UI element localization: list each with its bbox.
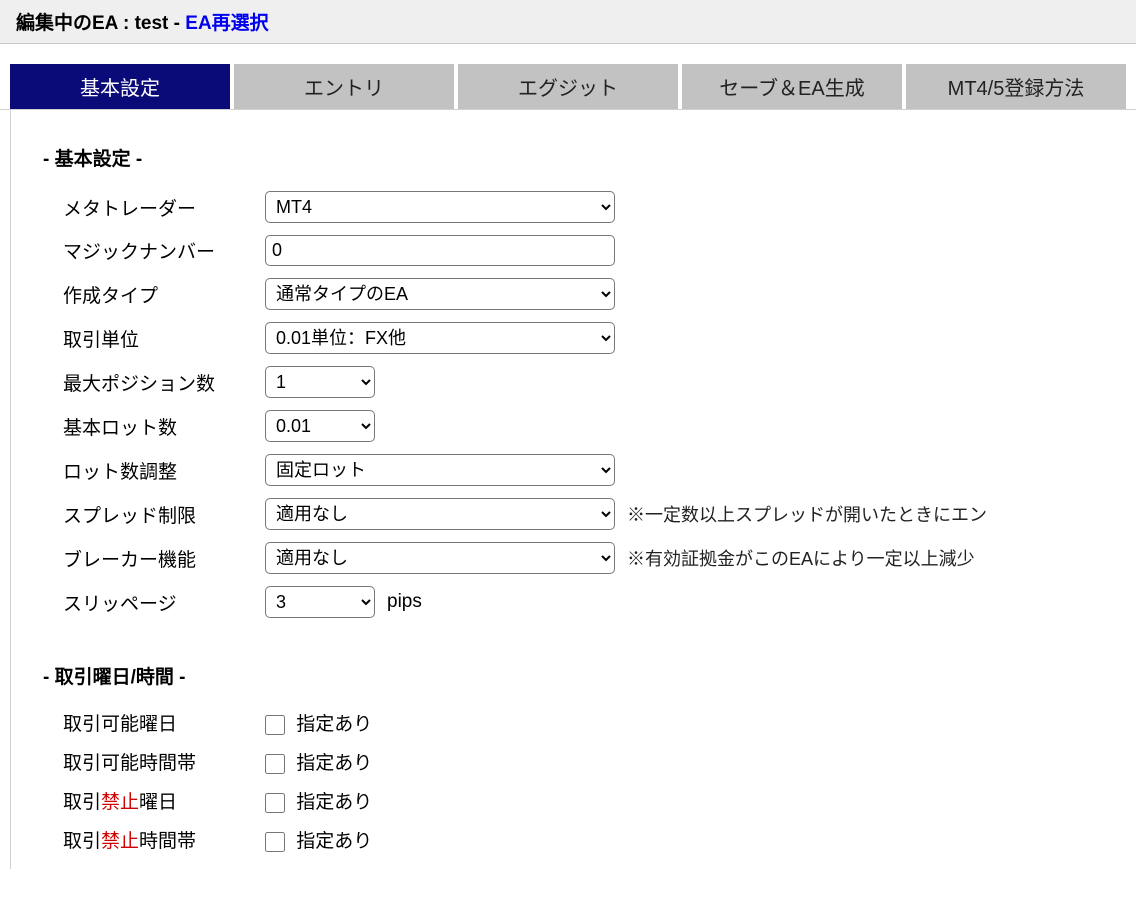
- row-magic-number: マジックナンバー: [21, 229, 1126, 272]
- row-metatrader: メタトレーダー MT4: [21, 185, 1126, 229]
- row-forbid-hours: 取引禁止時間帯 指定あり: [21, 820, 1126, 859]
- label-max-positions: 最大ポジション数: [63, 369, 253, 396]
- header-ea-name: test: [135, 13, 169, 34]
- input-magic-number[interactable]: [265, 235, 615, 266]
- row-trade-unit: 取引単位 0.01単位：FX他: [21, 316, 1126, 360]
- label-forbid-hours: 取引禁止時間帯: [63, 826, 253, 853]
- select-base-lot[interactable]: 0.01: [265, 410, 375, 442]
- select-create-type[interactable]: 通常タイプのEA: [265, 278, 615, 310]
- row-allow-days: 取引可能曜日 指定あり: [21, 703, 1126, 742]
- tab-mt-register[interactable]: MT4/5登録方法: [906, 64, 1126, 109]
- header-bar: 編集中のEA : test - EA再選択: [0, 0, 1136, 44]
- row-spread-limit: スプレッド制限 適用なし ※一定数以上スプレッドが開いたときにエン: [21, 492, 1126, 536]
- checkbox-label-allow-days: 指定あり: [296, 714, 372, 735]
- checkbox-label-forbid-hours: 指定あり: [296, 831, 372, 852]
- checkbox-wrap-allow-hours[interactable]: 指定あり: [265, 748, 372, 775]
- checkbox-label-forbid-days: 指定あり: [296, 792, 372, 813]
- row-forbid-days: 取引禁止曜日 指定あり: [21, 781, 1126, 820]
- label-forbid-days: 取引禁止曜日: [63, 787, 253, 814]
- checkbox-wrap-forbid-days[interactable]: 指定あり: [265, 787, 372, 814]
- section-basic-title: - 基本設定 -: [21, 140, 1126, 185]
- label-magic-number: マジックナンバー: [63, 237, 253, 264]
- ea-reselect-link[interactable]: EA再選択: [185, 13, 268, 34]
- row-max-positions: 最大ポジション数 1: [21, 360, 1126, 404]
- section-schedule-title: - 取引曜日/時間 -: [21, 658, 1126, 703]
- hint-spread-limit: ※一定数以上スプレッドが開いたときにエン: [627, 501, 987, 527]
- row-allow-hours: 取引可能時間帯 指定あり: [21, 742, 1126, 781]
- tab-basic-settings[interactable]: 基本設定: [10, 64, 230, 109]
- select-lot-adjust[interactable]: 固定ロット: [265, 454, 615, 486]
- select-metatrader[interactable]: MT4: [265, 191, 615, 223]
- header-separator: -: [168, 13, 185, 34]
- select-spread-limit[interactable]: 適用なし: [265, 498, 615, 530]
- label-base-lot: 基本ロット数: [63, 413, 253, 440]
- label-lot-adjust: ロット数調整: [63, 457, 253, 484]
- row-slippage: スリッページ 3 pips: [21, 580, 1126, 624]
- tab-save-generate[interactable]: セーブ＆EA生成: [682, 64, 902, 109]
- label-allow-days: 取引可能曜日: [63, 709, 253, 736]
- checkbox-allow-hours[interactable]: [265, 754, 285, 774]
- checkbox-forbid-hours[interactable]: [265, 832, 285, 852]
- select-slippage[interactable]: 3: [265, 586, 375, 618]
- select-breaker[interactable]: 適用なし: [265, 542, 615, 574]
- checkbox-allow-days[interactable]: [265, 715, 285, 735]
- hint-breaker: ※有効証拠金がこのEAにより一定以上減少: [627, 545, 975, 571]
- label-slippage: スリッページ: [63, 589, 253, 616]
- row-breaker: ブレーカー機能 適用なし ※有効証拠金がこのEAにより一定以上減少: [21, 536, 1126, 580]
- tab-exit[interactable]: エグジット: [458, 64, 678, 109]
- label-trade-unit: 取引単位: [63, 325, 253, 352]
- header-prefix: 編集中のEA :: [16, 13, 135, 34]
- checkbox-forbid-days[interactable]: [265, 793, 285, 813]
- content-panel: - 基本設定 - メタトレーダー MT4 マジックナンバー 作成タイプ 通常タイ…: [10, 110, 1136, 869]
- row-create-type: 作成タイプ 通常タイプのEA: [21, 272, 1126, 316]
- label-allow-hours: 取引可能時間帯: [63, 748, 253, 775]
- checkbox-label-allow-hours: 指定あり: [296, 753, 372, 774]
- unit-slippage: pips: [387, 591, 422, 613]
- row-lot-adjust: ロット数調整 固定ロット: [21, 448, 1126, 492]
- label-create-type: 作成タイプ: [63, 281, 253, 308]
- select-trade-unit[interactable]: 0.01単位：FX他: [265, 322, 615, 354]
- label-breaker: ブレーカー機能: [63, 545, 253, 572]
- row-base-lot: 基本ロット数 0.01: [21, 404, 1126, 448]
- label-spread-limit: スプレッド制限: [63, 501, 253, 528]
- select-max-positions[interactable]: 1: [265, 366, 375, 398]
- tab-bar: 基本設定 エントリ エグジット セーブ＆EA生成 MT4/5登録方法: [0, 44, 1136, 110]
- checkbox-wrap-forbid-hours[interactable]: 指定あり: [265, 826, 372, 853]
- tab-entry[interactable]: エントリ: [234, 64, 454, 109]
- label-metatrader: メタトレーダー: [63, 194, 253, 221]
- checkbox-wrap-allow-days[interactable]: 指定あり: [265, 709, 372, 736]
